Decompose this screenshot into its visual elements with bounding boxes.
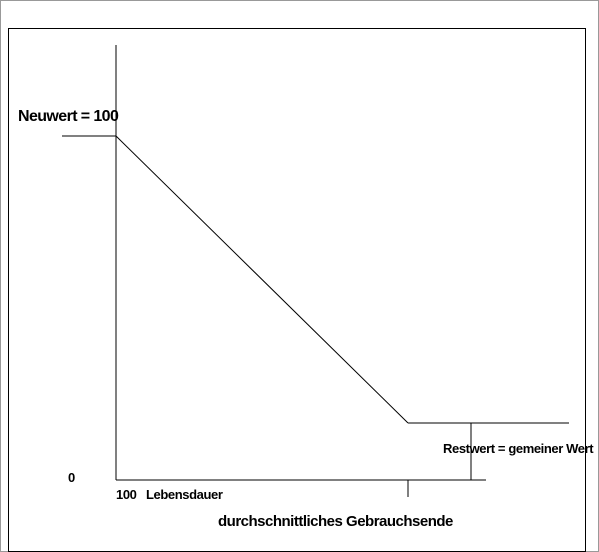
gebrauchsende-label: durchschnittliches Gebrauchsende xyxy=(218,513,453,530)
x-start-label: 100 xyxy=(116,487,137,502)
restwert-label: Restwert = gemeiner Wert xyxy=(443,441,594,456)
x-axis-label: Lebensdauer xyxy=(146,487,223,502)
inner-frame xyxy=(8,28,586,552)
origin-zero-label: 0 xyxy=(68,470,75,485)
neuwert-label: Neuwert = 100 xyxy=(18,108,119,125)
depreciation-line xyxy=(115,135,409,424)
